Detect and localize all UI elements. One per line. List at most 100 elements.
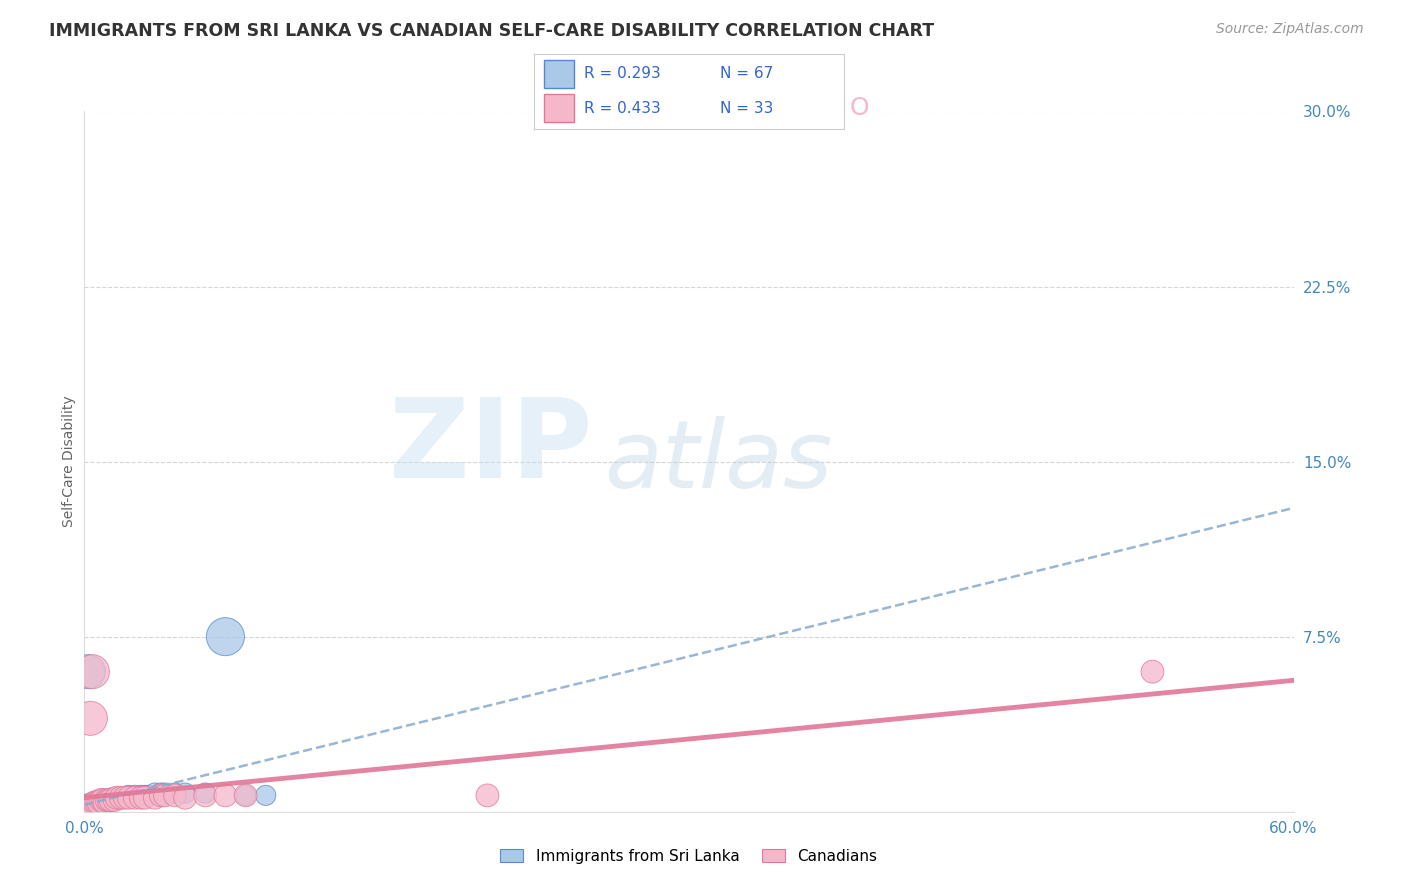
Point	[124, 790, 146, 805]
Point	[82, 797, 104, 812]
Point	[143, 786, 166, 800]
Point	[254, 789, 277, 803]
Point	[77, 800, 100, 814]
Point	[174, 786, 197, 800]
Point	[83, 796, 105, 810]
Point	[75, 800, 97, 814]
Point	[75, 802, 97, 816]
Text: ZIP: ZIP	[389, 394, 592, 501]
Point	[75, 802, 97, 816]
Point	[118, 789, 141, 803]
Y-axis label: Self-Care Disability: Self-Care Disability	[62, 396, 76, 527]
Point	[101, 790, 124, 805]
Point	[134, 790, 156, 805]
Point	[165, 789, 187, 803]
Point	[86, 796, 108, 810]
Point	[114, 790, 136, 805]
Text: N = 67: N = 67	[720, 67, 773, 81]
Point	[77, 802, 100, 816]
Point	[105, 790, 128, 805]
Point	[75, 802, 97, 816]
Point	[86, 797, 108, 812]
Point	[77, 800, 100, 814]
Point	[75, 797, 97, 812]
Point	[143, 790, 166, 805]
Point	[79, 800, 101, 814]
Point	[77, 802, 100, 816]
Point	[87, 796, 110, 810]
Text: R = 0.433: R = 0.433	[583, 101, 661, 116]
Point	[93, 793, 115, 807]
Legend: Immigrants from Sri Lanka, Canadians: Immigrants from Sri Lanka, Canadians	[501, 848, 877, 863]
Point	[110, 790, 132, 805]
Point	[82, 797, 104, 812]
Point	[104, 793, 127, 807]
Point	[138, 789, 160, 803]
Point	[77, 797, 100, 812]
Point	[477, 789, 499, 803]
Point	[165, 786, 187, 800]
Point	[86, 797, 108, 812]
Text: R = 0.293: R = 0.293	[583, 67, 661, 81]
Point	[77, 800, 100, 814]
Bar	[544, 61, 575, 87]
Point	[77, 800, 100, 814]
Point	[83, 797, 105, 812]
Point	[79, 797, 101, 812]
Point	[174, 790, 197, 805]
Point	[194, 789, 217, 803]
Point	[77, 797, 100, 812]
Text: Source: ZipAtlas.com: Source: ZipAtlas.com	[1216, 22, 1364, 37]
Point	[89, 796, 111, 810]
Point	[75, 800, 97, 814]
Point	[87, 796, 110, 810]
Point	[87, 797, 110, 812]
Point	[82, 796, 104, 810]
Point	[77, 800, 100, 814]
Text: atlas: atlas	[605, 416, 832, 508]
Point	[75, 800, 97, 814]
Point	[75, 802, 97, 816]
Point	[89, 793, 111, 807]
Point	[114, 790, 136, 805]
Point	[100, 793, 122, 807]
Point	[110, 790, 132, 805]
Point	[86, 796, 108, 810]
Point	[79, 797, 101, 812]
Point	[97, 793, 120, 807]
Point	[91, 793, 114, 807]
Text: IMMIGRANTS FROM SRI LANKA VS CANADIAN SELF-CARE DISABILITY CORRELATION CHART: IMMIGRANTS FROM SRI LANKA VS CANADIAN SE…	[49, 22, 935, 40]
Point	[77, 665, 100, 679]
Point	[89, 793, 111, 807]
Point	[82, 665, 104, 679]
Point	[129, 789, 152, 803]
Point	[1142, 665, 1164, 679]
Point	[153, 789, 176, 803]
Point	[100, 793, 122, 807]
Point	[214, 789, 236, 803]
Point	[96, 793, 118, 807]
Point	[124, 789, 146, 803]
Point	[75, 802, 97, 816]
Point	[83, 796, 105, 810]
Text: O: O	[849, 96, 869, 120]
Point	[79, 797, 101, 812]
Point	[153, 786, 176, 800]
Point	[79, 800, 101, 814]
Point	[91, 793, 114, 807]
Point	[235, 789, 257, 803]
Point	[97, 793, 120, 807]
Point	[93, 796, 115, 810]
Text: N = 33: N = 33	[720, 101, 773, 116]
Point	[79, 711, 101, 725]
Point	[96, 793, 118, 807]
Point	[83, 797, 105, 812]
Point	[118, 790, 141, 805]
Point	[129, 790, 152, 805]
Point	[105, 790, 128, 805]
Point	[82, 797, 104, 812]
Bar	[544, 95, 575, 122]
Point	[149, 786, 172, 800]
Point	[134, 789, 156, 803]
Point	[149, 789, 172, 803]
